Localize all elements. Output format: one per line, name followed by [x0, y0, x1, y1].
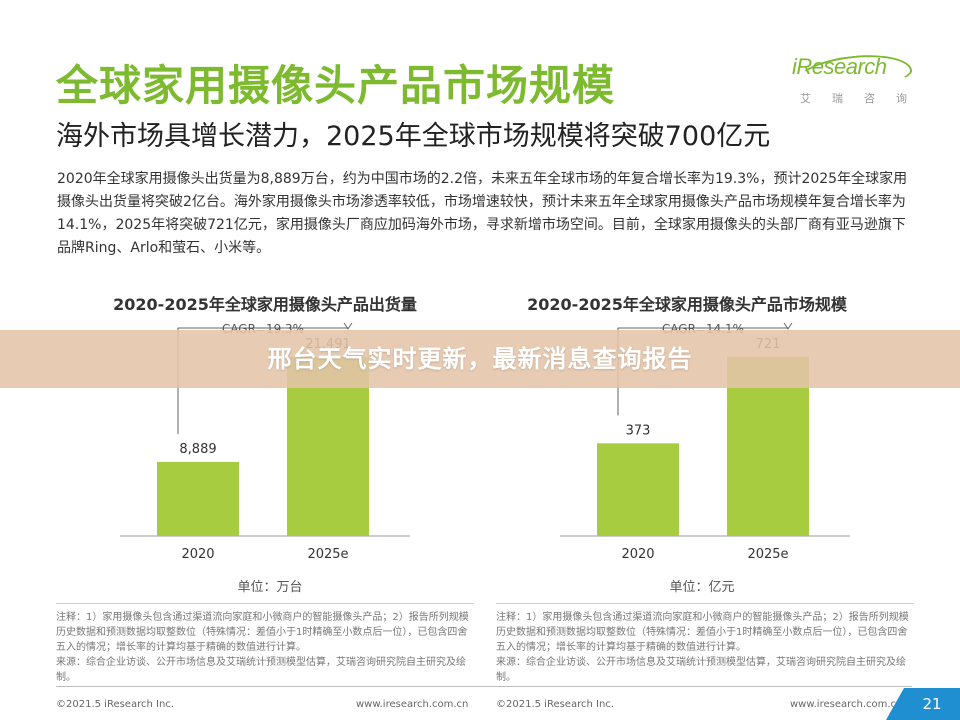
footer-copyright: ©2021.5 iResearch Inc.: [56, 699, 174, 710]
bar-2020: [597, 443, 679, 536]
chart-title-shipments: 2020-2025年全球家用摄像头产品出货量: [113, 295, 417, 314]
page-title: 全球家用摄像头产品市场规模: [56, 61, 616, 110]
chart-unit-shipments: 单位：万台: [237, 580, 303, 595]
x-tick-2020: 2020: [621, 547, 654, 562]
footer-website-left[interactable]: www.iresearch.com.cn: [356, 699, 469, 710]
source-text: 来源：综合企业访谈、公开市场信息及艾瑞统计预测模型估算，艾瑞咨询研究院自主研究及…: [496, 657, 906, 683]
source-text: 来源：综合企业访谈、公开市场信息及艾瑞统计预测模型估算，艾瑞咨询研究院自主研究及…: [56, 657, 466, 683]
footer-copyright-right: ©2021.5 iResearch Inc.: [496, 699, 614, 710]
chart-title-market-size: 2020-2025年全球家用摄像头产品市场规模: [527, 295, 847, 314]
iresearch-logo: iResearch 艾瑞咨询: [792, 50, 928, 106]
note-divider-left: [56, 603, 474, 604]
logo-brand-text: iResearch: [792, 54, 887, 79]
data-label-2020: 373: [626, 423, 651, 438]
overlay-banner: 邢台天气实时更新，最新消息查询报告: [0, 330, 960, 388]
chart-note-left: 注释：1）家用摄像头包含通过渠道流向家庭和小微商户的智能摄像头产品；2）报告所列…: [56, 610, 470, 685]
footer-divider: [56, 686, 912, 687]
cagr-arrow-icon: [343, 322, 353, 330]
bar-2020: [157, 461, 239, 536]
x-tick-2025e: 2025e: [307, 547, 348, 562]
page-number: 21: [886, 688, 960, 720]
x-tick-2020: 2020: [181, 547, 214, 562]
chart-note-right: 注释：1）家用摄像头包含通过渠道流向家庭和小微商户的智能摄像头产品；2）报告所列…: [496, 610, 910, 685]
data-label-2020: 8,889: [179, 442, 216, 457]
footer-website-right[interactable]: www.iresearch.com.cn: [790, 699, 903, 710]
cagr-arrow-icon: [783, 322, 793, 330]
note-text: 注释：1）家用摄像头包含通过渠道流向家庭和小微商户的智能摄像头产品；2）报告所列…: [496, 612, 909, 653]
intro-paragraph: 2020年全球家用摄像头出货量为8,889万台，约为中国市场的2.2倍，未来五年…: [57, 171, 908, 256]
x-tick-2025e: 2025e: [747, 547, 788, 562]
page-subtitle: 海外市场具增长潜力，2025年全球市场规模将突破700亿元: [56, 121, 771, 152]
note-divider-right: [496, 603, 914, 604]
note-text: 注释：1）家用摄像头包含通过渠道流向家庭和小微商户的智能摄像头产品；2）报告所列…: [56, 612, 469, 653]
logo-cn-text: 艾瑞咨询: [800, 92, 928, 105]
chart-unit-market-size: 单位：亿元: [669, 580, 735, 595]
